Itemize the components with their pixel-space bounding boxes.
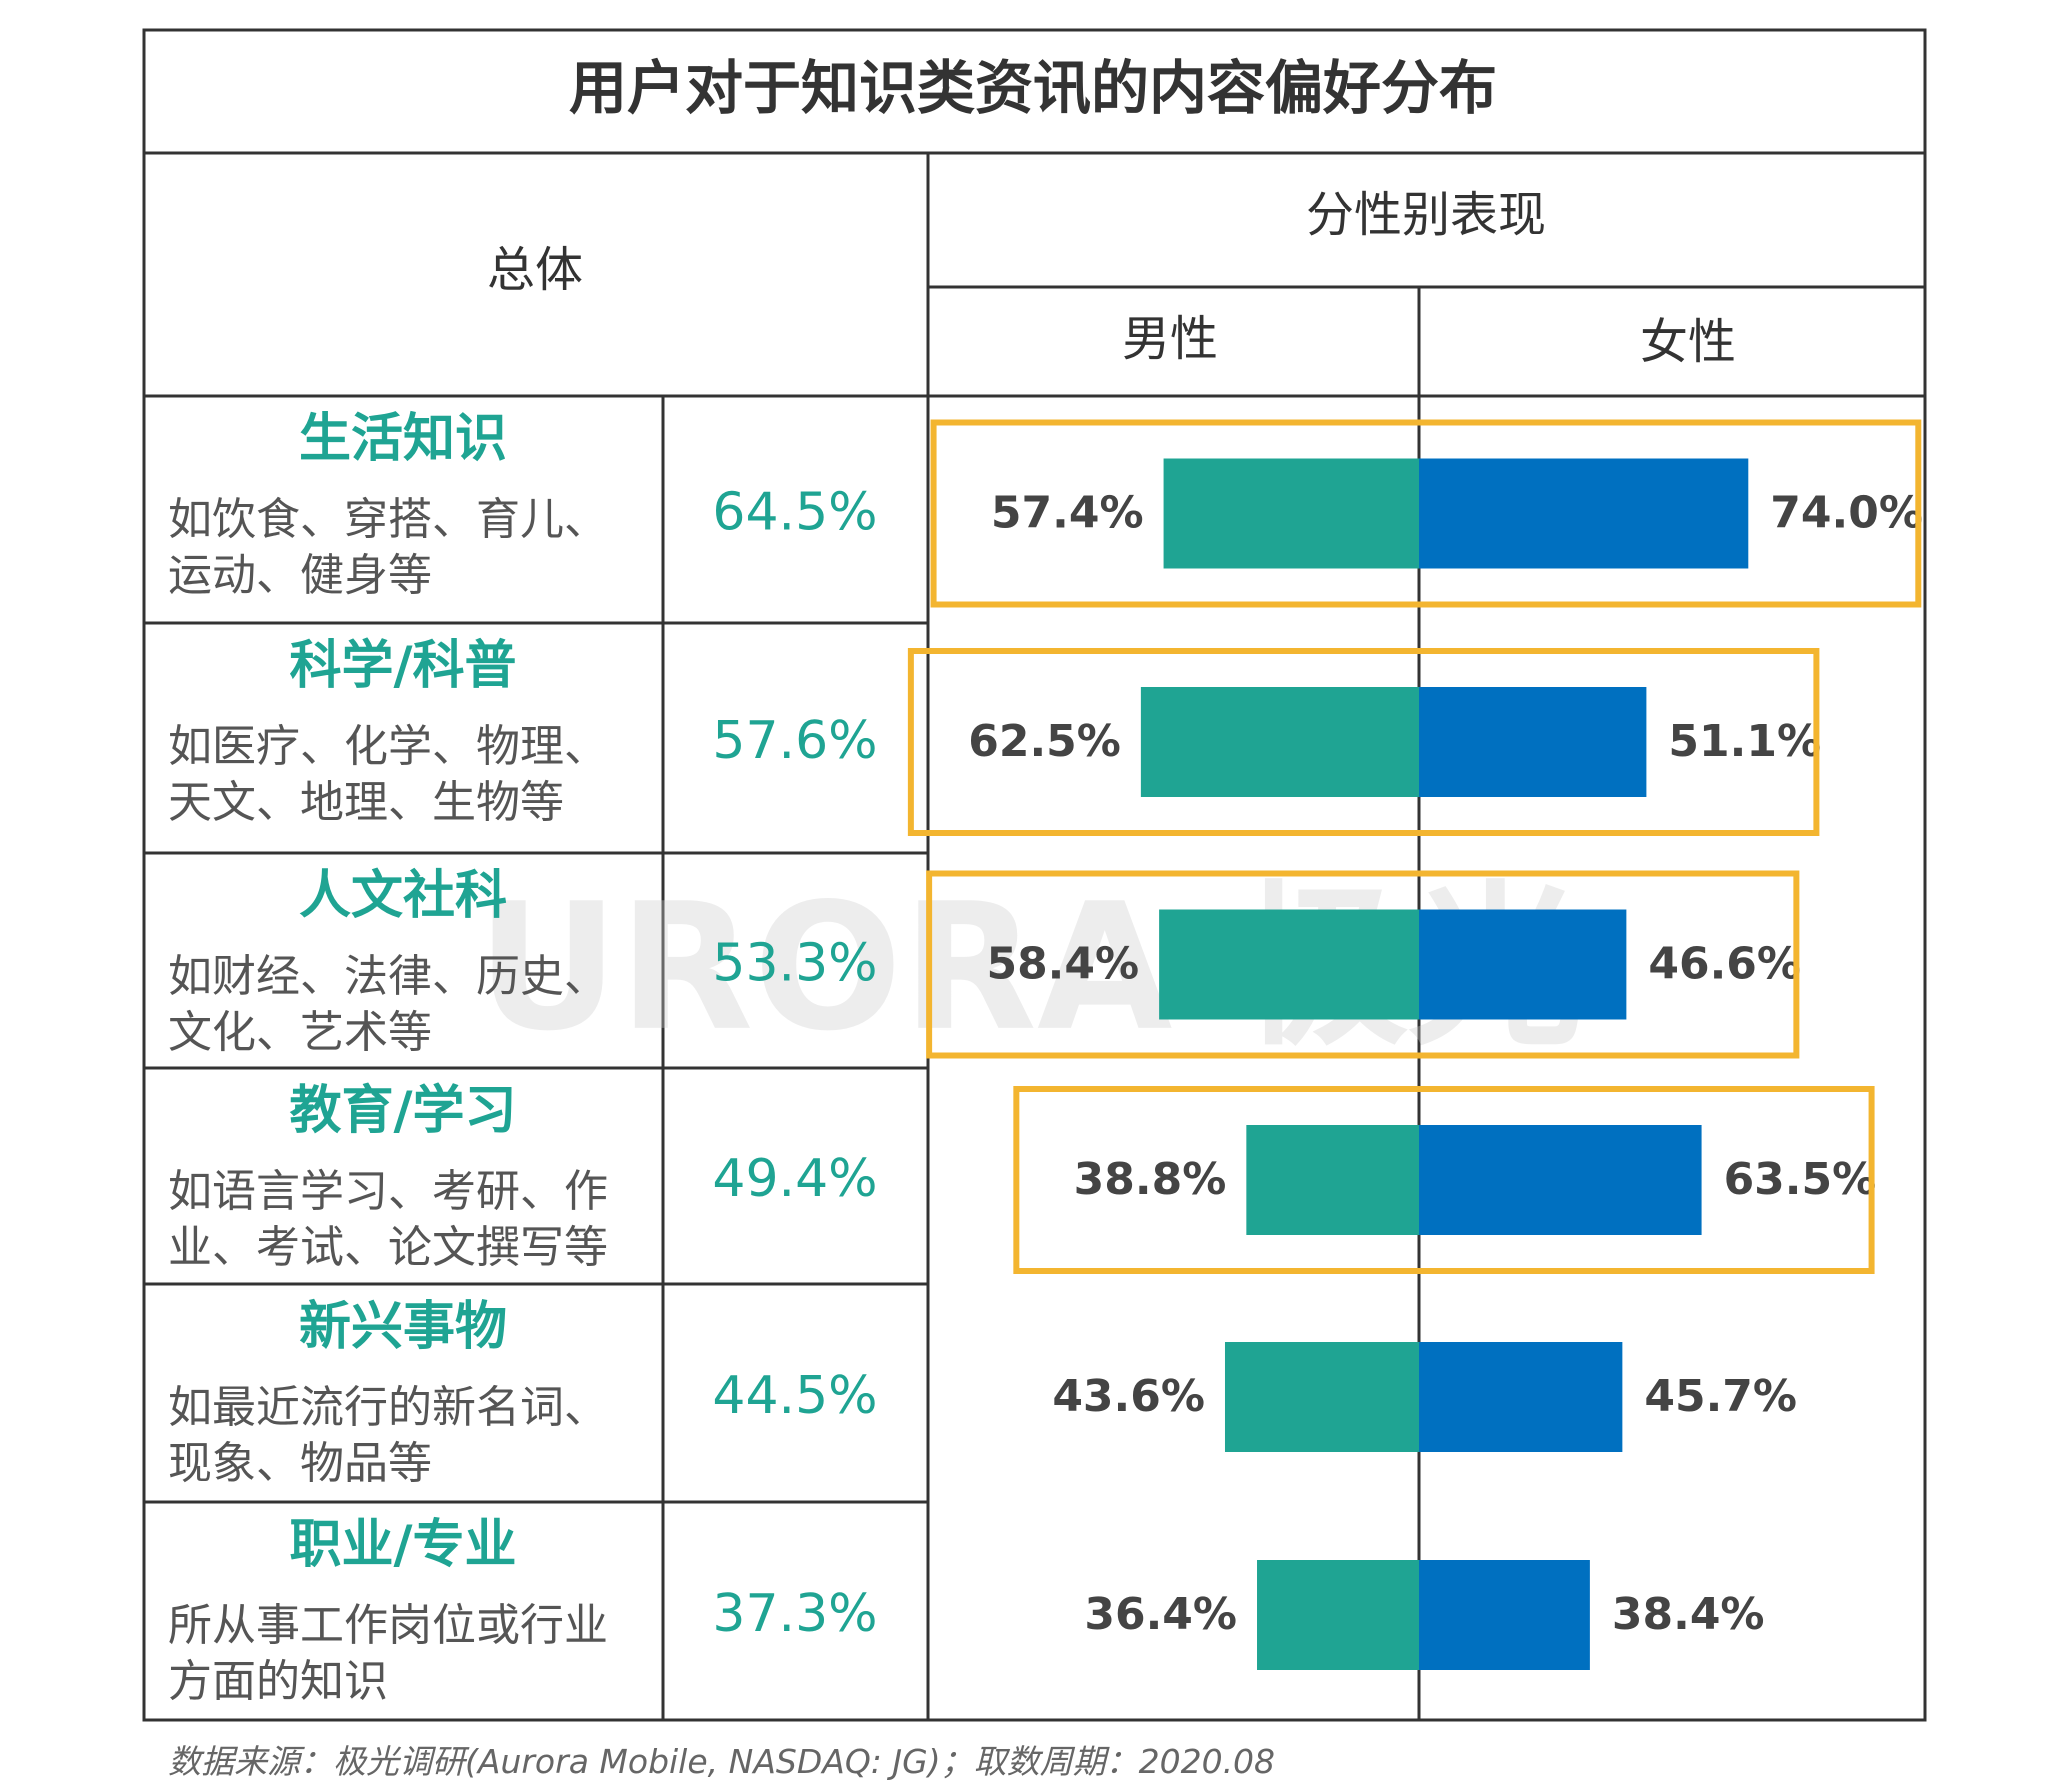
female-value-label: 45.7% <box>1644 1371 1797 1422</box>
female-bar <box>1419 1342 1623 1452</box>
category-label: 人文社科 <box>299 866 507 926</box>
male-value-label: 62.5% <box>968 716 1121 767</box>
category-label: 职业/专业 <box>290 1515 517 1575</box>
category-description: 如医疗、化学、物理、 <box>168 721 608 772</box>
category-description: 业、考试、论文撰写等 <box>168 1222 608 1273</box>
male-bar <box>1257 1560 1419 1670</box>
female-value-label: 46.6% <box>1648 939 1801 990</box>
overall-value: 53.3% <box>712 934 877 994</box>
male-bar <box>1246 1125 1419 1235</box>
overall-value: 64.5% <box>712 483 877 543</box>
category-label: 教育/学习 <box>290 1081 517 1141</box>
female-value-label: 38.4% <box>1612 1589 1765 1640</box>
category-description: 如语言学习、考研、作 <box>168 1166 608 1217</box>
male-bar <box>1163 458 1419 569</box>
category-label: 科学/科普 <box>290 636 517 696</box>
male-bar <box>1224 1342 1419 1452</box>
header-by-gender: 分性别表现 <box>1306 187 1546 243</box>
male-value-label: 43.6% <box>1052 1371 1205 1422</box>
female-bar <box>1419 1125 1702 1235</box>
category-description: 文化、艺术等 <box>168 1007 432 1058</box>
category-label: 生活知识 <box>299 409 507 469</box>
category-description: 如饮食、穿搭、育儿、 <box>168 494 608 545</box>
header-overall: 总体 <box>487 242 583 298</box>
header-male: 男性 <box>1122 311 1218 367</box>
category-description: 如财经、法律、历史、 <box>168 951 608 1002</box>
overall-value: 44.5% <box>712 1366 877 1426</box>
female-bar <box>1419 1560 1590 1670</box>
category-description: 所从事工作岗位或行业 <box>168 1600 608 1651</box>
category-description: 方面的知识 <box>168 1656 388 1707</box>
highlight-box <box>926 870 1800 1059</box>
chart-title: 用户对于知识类资讯的内容偏好分布 <box>569 54 1497 122</box>
female-value-label: 74.0% <box>1770 488 1923 539</box>
overall-value: 49.4% <box>712 1149 877 1209</box>
highlight-box <box>930 419 1922 608</box>
male-value-label: 36.4% <box>1084 1589 1237 1640</box>
overall-value: 37.3% <box>712 1584 877 1644</box>
highlight-box <box>1013 1086 1875 1274</box>
female-bar <box>1419 687 1647 797</box>
female-bar <box>1419 458 1749 569</box>
category-description: 现象、物品等 <box>168 1438 432 1489</box>
highlight-box <box>907 648 1820 836</box>
male-value-label: 38.8% <box>1074 1154 1227 1205</box>
female-value-label: 63.5% <box>1724 1154 1877 1205</box>
female-value-label: 51.1% <box>1668 716 1821 767</box>
male-value-label: 57.4% <box>991 488 1144 539</box>
category-description: 运动、健身等 <box>168 550 432 601</box>
male-bar <box>1159 909 1419 1020</box>
category-label: 新兴事物 <box>299 1297 507 1357</box>
male-bar <box>1140 687 1419 797</box>
male-value-label: 58.4% <box>986 939 1139 990</box>
category-description: 如最近流行的新名词、 <box>168 1382 608 1433</box>
overall-value: 57.6% <box>712 711 877 771</box>
table-border <box>142 28 1927 1722</box>
category-description: 天文、地理、生物等 <box>168 777 564 828</box>
female-bar <box>1419 909 1627 1020</box>
source-note: 数据来源：极光调研(Aurora Mobile, NASDAQ: JG)；取数周… <box>168 1742 1276 1781</box>
header-female: 女性 <box>1640 314 1736 370</box>
